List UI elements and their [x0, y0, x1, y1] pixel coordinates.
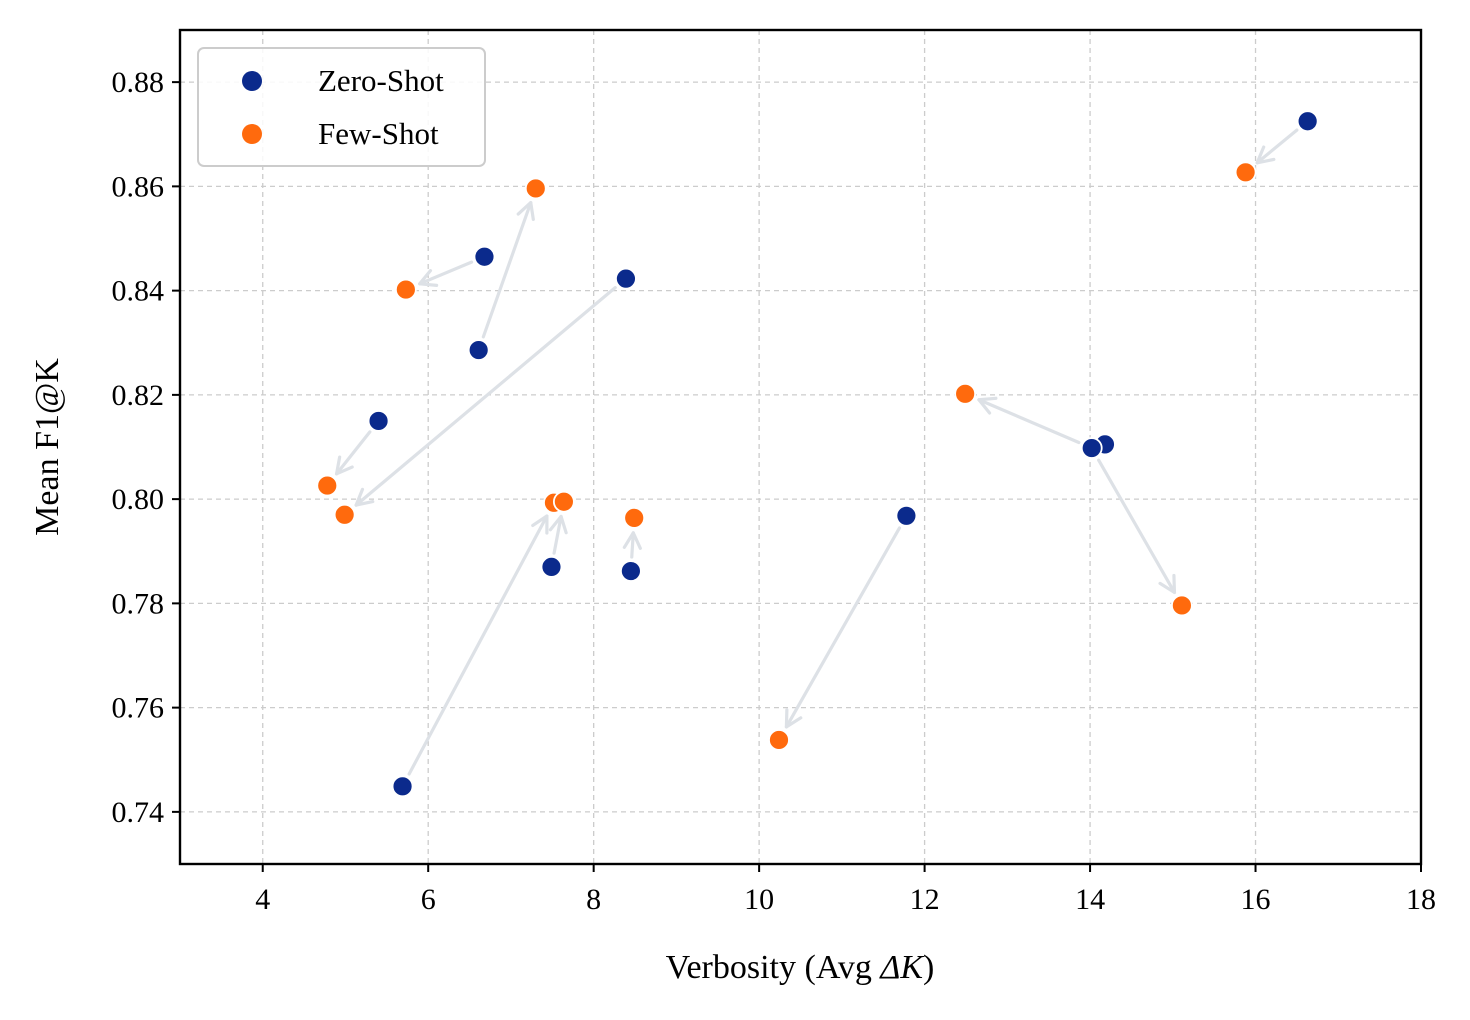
legend-marker-few-shot: [242, 124, 262, 144]
point-few-shot: [394, 278, 417, 301]
point-zero-shot: [895, 504, 918, 527]
point-few-shot: [1171, 594, 1193, 617]
axis-ticks: 4 6 8 10 12 14 16 18 0.74 0.76 0.78 0.80 0.82 0.84 0.8…: [112, 66, 1437, 916]
point-zero-shot: [619, 560, 642, 582]
point-few-shot: [768, 729, 790, 751]
y-tick-label: 0.88: [112, 66, 165, 99]
plot-frame: [178, 28, 1423, 866]
x-tick-label: 4: [255, 883, 270, 916]
x-tick-label: 10: [744, 883, 774, 916]
data-points: [316, 110, 1319, 798]
x-tick-label: 8: [586, 883, 601, 916]
shift-arrow: [977, 396, 1081, 445]
y-tick-label: 0.86: [112, 170, 165, 203]
y-tick-label: 0.84: [112, 275, 165, 308]
shift-arrow: [407, 514, 549, 776]
y-tick-label: 0.78: [112, 587, 165, 620]
shift-arrow: [481, 201, 535, 339]
point-zero-shot: [1080, 437, 1103, 459]
shift-arrow: [354, 286, 617, 507]
shift-arrow: [1255, 128, 1299, 165]
legend-label-zero-shot: Zero-Shot: [318, 63, 444, 98]
y-tick-label: 0.80: [112, 483, 165, 516]
point-few-shot: [623, 506, 646, 529]
x-tick-label: 6: [421, 883, 436, 916]
y-tick-label: 0.82: [112, 379, 165, 412]
y-axis-label: Mean F1@K: [29, 358, 66, 536]
point-zero-shot: [473, 245, 496, 268]
point-few-shot: [333, 503, 356, 526]
point-zero-shot: [367, 410, 390, 432]
x-tick-label: 18: [1406, 883, 1436, 916]
arrows: [334, 128, 1299, 776]
x-tick-label: 16: [1241, 883, 1271, 916]
shift-arrow: [622, 531, 642, 559]
point-few-shot: [524, 177, 547, 200]
shift-arrow: [418, 260, 474, 287]
legend-box: [197, 47, 486, 167]
point-few-shot: [552, 490, 575, 513]
x-axis-label: Verbosity (Avg ΔK): [666, 949, 935, 986]
point-zero-shot: [391, 775, 414, 798]
legend: Zero-Shot Few-Shot: [197, 47, 486, 167]
y-tick-label: 0.76: [112, 692, 165, 725]
legend-label-few-shot: Few-Shot: [318, 116, 439, 151]
legend-marker-zero-shot: [242, 71, 262, 91]
point-zero-shot: [1296, 110, 1319, 133]
point-few-shot: [1234, 161, 1257, 184]
point-zero-shot: [467, 339, 490, 361]
x-tick-label: 12: [910, 883, 940, 916]
shift-arrow: [784, 526, 902, 729]
y-tick-label: 0.74: [112, 796, 165, 829]
x-tick-label: 14: [1075, 883, 1105, 916]
point-few-shot: [954, 382, 977, 405]
point-zero-shot: [540, 555, 563, 578]
shift-arrow: [334, 430, 372, 476]
point-zero-shot: [615, 267, 637, 290]
shift-arrow: [1097, 458, 1177, 595]
shift-arrow: [548, 514, 568, 555]
point-few-shot: [316, 474, 339, 497]
